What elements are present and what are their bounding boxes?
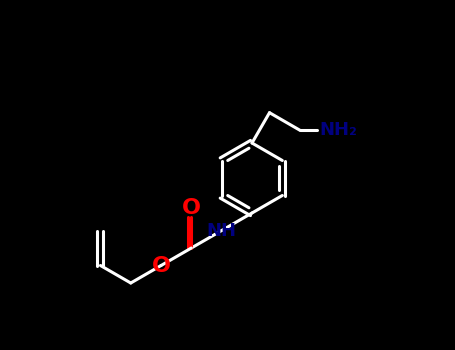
Text: O: O [182, 197, 201, 217]
Text: NH: NH [207, 222, 237, 239]
Text: NH₂: NH₂ [319, 121, 357, 139]
Text: O: O [152, 256, 171, 275]
